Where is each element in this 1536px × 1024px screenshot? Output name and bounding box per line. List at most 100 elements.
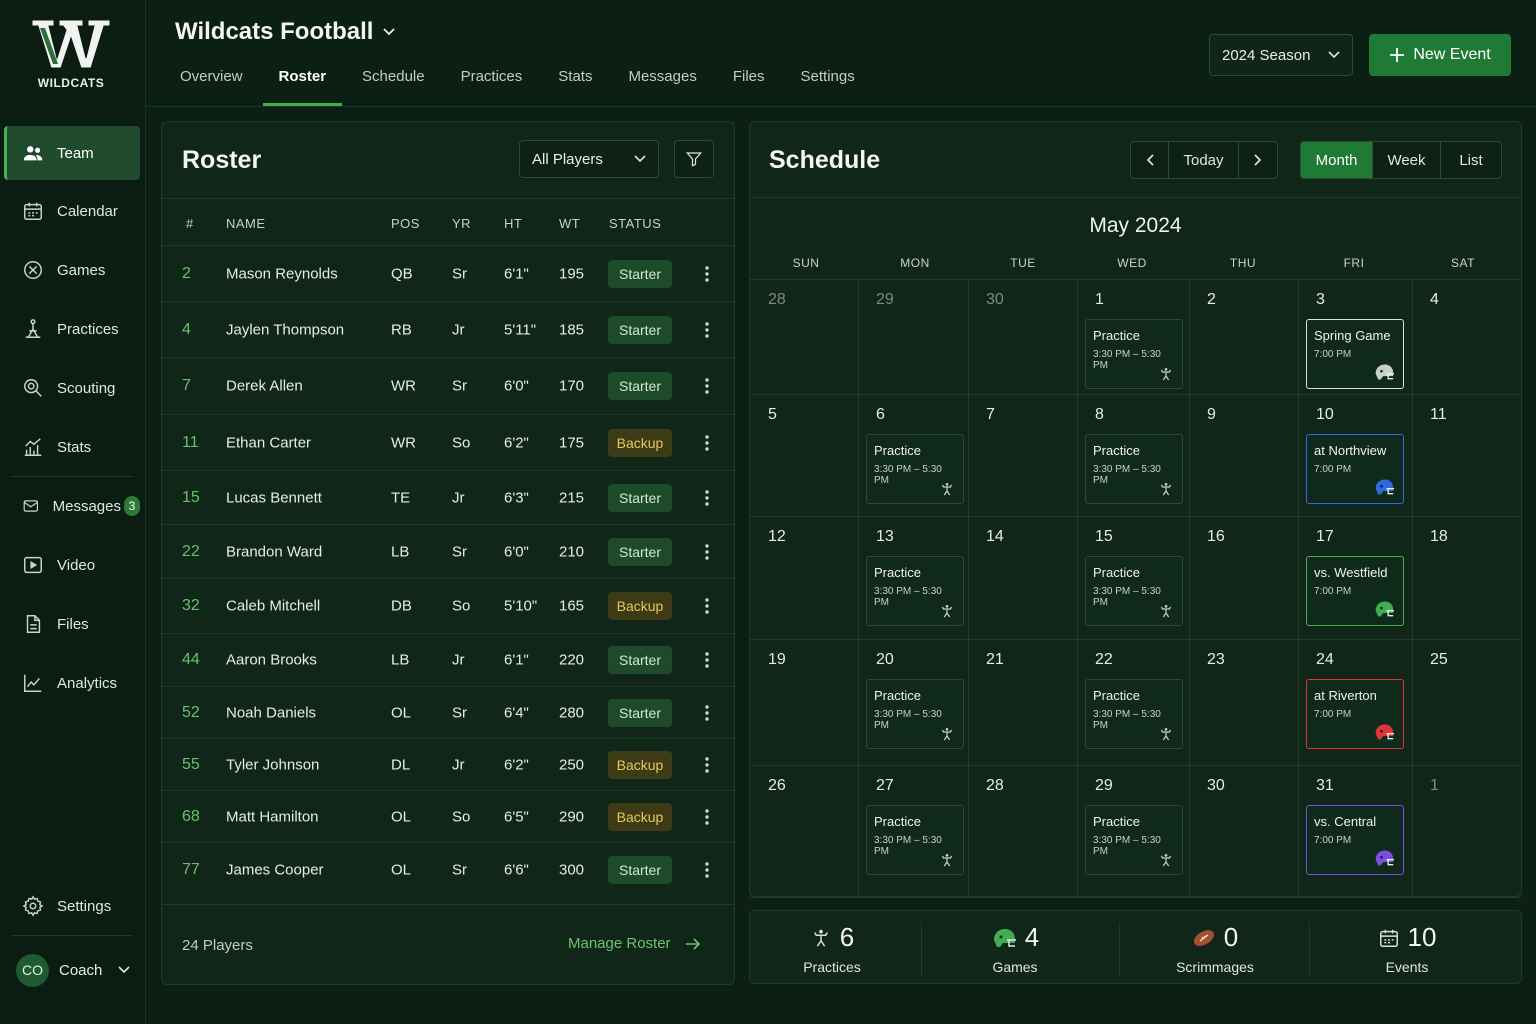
view-week-button[interactable]: Week — [1373, 142, 1441, 178]
tab-roster[interactable]: Roster — [262, 56, 343, 106]
calendar-day-cell[interactable]: 21 — [968, 639, 1077, 765]
more-options-icon[interactable] — [704, 489, 710, 507]
calendar-day-cell[interactable]: 5 — [750, 394, 858, 516]
calendar-day-cell[interactable]: 23 — [1189, 639, 1298, 765]
column-header[interactable]: POS — [391, 216, 420, 231]
practice-event[interactable]: Practice 3:30 PM – 5:30 PM — [866, 679, 964, 749]
sidebar-item-scouting[interactable]: Scouting — [4, 361, 140, 415]
practice-event[interactable]: Practice 3:30 PM – 5:30 PM — [866, 805, 964, 875]
game-event[interactable]: vs. Westfield 7:00 PM — [1306, 556, 1404, 626]
sidebar-item-files[interactable]: Files — [4, 597, 140, 651]
filter-button[interactable] — [674, 140, 714, 178]
calendar-day-cell[interactable]: 3 Spring Game 7:00 PM — [1298, 279, 1412, 394]
view-list-button[interactable]: List — [1459, 151, 1483, 169]
calendar-day-cell[interactable]: 16 — [1189, 516, 1298, 639]
calendar-day-cell[interactable]: 13 Practice 3:30 PM – 5:30 PM — [858, 516, 968, 639]
table-row[interactable]: 11 Ethan Carter WR So 6'2" 175 Backup — [162, 415, 734, 471]
calendar-day-cell[interactable]: 28 — [750, 279, 858, 394]
calendar-day-cell[interactable]: 29 — [858, 279, 968, 394]
sidebar-item-practices[interactable]: Practices — [4, 302, 140, 356]
sidebar-item-games[interactable]: Games — [4, 243, 140, 297]
table-row[interactable]: 44 Aaron Brooks LB Jr 6'1" 220 Starter — [162, 634, 734, 687]
table-row[interactable]: 68 Matt Hamilton OL So 6'5" 290 Backup — [162, 791, 734, 843]
more-options-icon[interactable] — [704, 808, 710, 826]
next-month-button[interactable] — [1239, 142, 1277, 178]
more-options-icon[interactable] — [704, 434, 710, 452]
view-month-button[interactable]: Month — [1301, 142, 1373, 178]
practice-event[interactable]: Practice 3:30 PM – 5:30 PM — [1085, 805, 1183, 875]
season-select[interactable]: 2024 Season — [1209, 34, 1353, 76]
calendar-day-cell[interactable]: 2 — [1189, 279, 1298, 394]
more-options-icon[interactable] — [704, 265, 710, 283]
table-row[interactable]: 52 Noah Daniels OL Sr 6'4" 280 Starter — [162, 687, 734, 739]
calendar-day-cell[interactable]: 20 Practice 3:30 PM – 5:30 PM — [858, 639, 968, 765]
tab-files[interactable]: Files — [732, 68, 765, 85]
game-event[interactable]: at Riverton 7:00 PM — [1306, 679, 1404, 749]
column-header[interactable]: YR — [452, 216, 472, 231]
table-row[interactable]: 2 Mason Reynolds QB Sr 6'1" 195 Starter — [162, 246, 734, 302]
calendar-day-cell[interactable]: 9 — [1189, 394, 1298, 516]
column-header[interactable]: NAME — [226, 216, 266, 231]
table-row[interactable]: 22 Brandon Ward LB Sr 6'0" 210 Starter — [162, 525, 734, 579]
calendar-day-cell[interactable]: 30 — [1189, 765, 1298, 897]
practice-event[interactable]: Practice 3:30 PM – 5:30 PM — [1085, 679, 1183, 749]
player-filter-select[interactable]: All Players — [519, 140, 659, 178]
manage-roster-link[interactable]: Manage Roster — [568, 935, 701, 952]
more-options-icon[interactable] — [704, 651, 710, 669]
calendar-day-cell[interactable]: 12 — [750, 516, 858, 639]
tab-schedule[interactable]: Schedule — [362, 68, 425, 85]
calendar-day-cell[interactable]: 31 vs. Central 7:00 PM — [1298, 765, 1412, 897]
calendar-day-cell[interactable]: 8 Practice 3:30 PM – 5:30 PM — [1077, 394, 1189, 516]
game-event[interactable]: vs. Central 7:00 PM — [1306, 805, 1404, 875]
table-row[interactable]: 15 Lucas Bennett TE Jr 6'3" 215 Starter — [162, 471, 734, 525]
more-options-icon[interactable] — [704, 377, 710, 395]
more-options-icon[interactable] — [704, 861, 710, 879]
new-event-button[interactable]: New Event — [1369, 34, 1511, 76]
table-row[interactable]: 77 James Cooper OL Sr 6'6" 300 Starter — [162, 843, 734, 896]
calendar-day-cell[interactable]: 14 — [968, 516, 1077, 639]
calendar-day-cell[interactable]: 15 Practice 3:30 PM – 5:30 PM — [1077, 516, 1189, 639]
column-header[interactable]: # — [186, 216, 194, 231]
column-header[interactable]: WT — [559, 216, 581, 231]
more-options-icon[interactable] — [704, 704, 710, 722]
team-logo[interactable]: WILDCATS — [30, 18, 112, 90]
calendar-day-cell[interactable]: 6 Practice 3:30 PM – 5:30 PM — [858, 394, 968, 516]
table-row[interactable]: 55 Tyler Johnson DL Jr 6'2" 250 Backup — [162, 739, 734, 791]
today-button[interactable]: Today — [1169, 142, 1239, 178]
more-options-icon[interactable] — [704, 321, 710, 339]
calendar-day-cell[interactable]: 24 at Riverton 7:00 PM — [1298, 639, 1412, 765]
practice-event[interactable]: Practice 3:30 PM – 5:30 PM — [1085, 434, 1183, 504]
calendar-day-cell[interactable]: 30 — [968, 279, 1077, 394]
column-header[interactable]: STATUS — [609, 216, 662, 231]
team-switcher[interactable]: Wildcats Football — [175, 18, 396, 46]
sidebar-item-team[interactable]: Team — [4, 126, 140, 180]
calendar-day-cell[interactable]: 17 vs. Westfield 7:00 PM — [1298, 516, 1412, 639]
practice-event[interactable]: Practice 3:30 PM – 5:30 PM — [1085, 319, 1183, 389]
table-row[interactable]: 4 Jaylen Thompson RB Jr 5'11" 185 Starter — [162, 302, 734, 358]
column-header[interactable]: HT — [504, 216, 523, 231]
game-event[interactable]: at Northview 7:00 PM — [1306, 434, 1404, 504]
sidebar-item-stats[interactable]: Stats — [4, 420, 140, 474]
calendar-day-cell[interactable]: 10 at Northview 7:00 PM — [1298, 394, 1412, 516]
calendar-day-cell[interactable]: 1 Practice 3:30 PM – 5:30 PM — [1077, 279, 1189, 394]
tab-settings[interactable]: Settings — [800, 68, 855, 85]
sidebar-item-messages[interactable]: Messages 3 — [4, 479, 140, 533]
calendar-day-cell[interactable]: 29 Practice 3:30 PM – 5:30 PM — [1077, 765, 1189, 897]
calendar-day-cell[interactable]: 25 — [1412, 639, 1523, 765]
calendar-day-cell[interactable]: 22 Practice 3:30 PM – 5:30 PM — [1077, 639, 1189, 765]
sidebar-item-calendar[interactable]: Calendar — [4, 184, 140, 238]
practice-event[interactable]: Practice 3:30 PM – 5:30 PM — [1085, 556, 1183, 626]
calendar-day-cell[interactable]: 28 — [968, 765, 1077, 897]
tab-practices[interactable]: Practices — [460, 68, 523, 85]
calendar-day-cell[interactable]: 27 Practice 3:30 PM – 5:30 PM — [858, 765, 968, 897]
table-row[interactable]: 32 Caleb Mitchell DB So 5'10" 165 Backup — [162, 579, 734, 634]
more-options-icon[interactable] — [704, 543, 710, 561]
practice-event[interactable]: Practice 3:30 PM – 5:30 PM — [866, 556, 964, 626]
calendar-day-cell[interactable]: 11 — [1412, 394, 1523, 516]
calendar-day-cell[interactable]: 1 — [1412, 765, 1523, 897]
sidebar-item-settings[interactable]: Settings — [4, 879, 140, 933]
game-event[interactable]: Spring Game 7:00 PM — [1306, 319, 1404, 389]
calendar-day-cell[interactable]: 18 — [1412, 516, 1523, 639]
more-options-icon[interactable] — [704, 597, 710, 615]
practice-event[interactable]: Practice 3:30 PM – 5:30 PM — [866, 434, 964, 504]
